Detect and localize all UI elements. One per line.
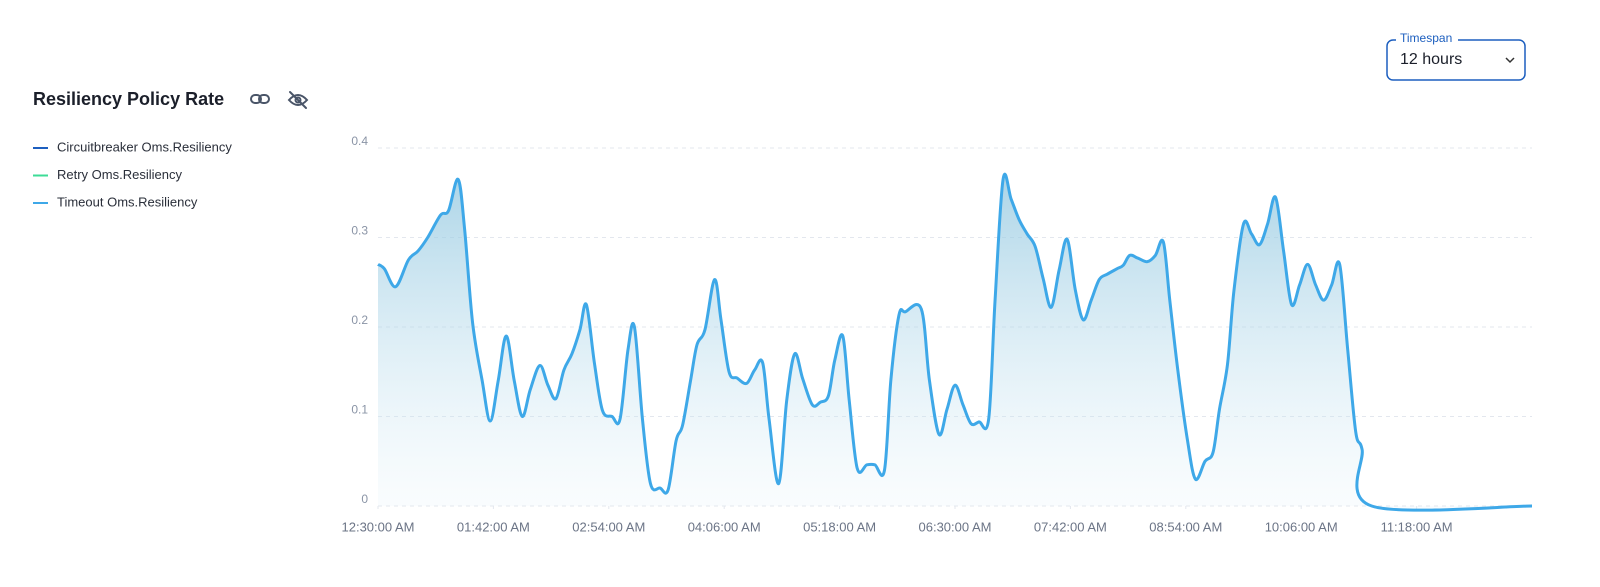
y-tick-label: 0.2 [351,313,368,327]
timespan-select[interactable]: Timespan 12 hours [1386,31,1526,81]
line [377,172,1533,512]
legend-label: Circuitbreaker Oms.Resiliency [57,139,232,154]
chart-title: Resiliency Policy Rate [33,89,224,109]
x-tick-label: 11:18:00 AM [1381,519,1453,534]
x-tick-label: 10:06:00 AM [1265,519,1338,534]
legend-swatch [33,174,48,177]
x-tick-label: 06:30:00 AM [919,519,992,534]
legend-swatch [33,202,48,204]
legend-label: Timeout Oms.Resiliency [57,194,198,209]
y-tick-label: 0 [361,492,368,506]
legend-label: Retry Oms.Resiliency [57,167,182,182]
x-tick-label: 08:54:00 AM [1149,519,1222,534]
x-tick-label: 04:06:00 AM [688,519,761,534]
y-tick-label: 0.4 [351,134,368,148]
x-tick-label: 12:30:00 AM [342,519,415,534]
x-tick-label: 07:42:00 AM [1034,519,1107,534]
link-button[interactable] [250,94,270,104]
x-tick-label: 01:42:00 AM [457,519,530,534]
timespan-value: 12 hours [1400,51,1462,68]
y-tick-label: 0.3 [351,224,368,238]
x-tick-label: 02:54:00 AM [572,519,645,534]
timespan-label: Timespan [1400,31,1452,45]
x-tick-label: 05:18:00 AM [803,519,876,534]
legend-swatch [33,147,48,149]
area [378,174,1532,511]
y-tick-label: 0.1 [351,403,368,417]
hide-button[interactable] [287,91,309,109]
